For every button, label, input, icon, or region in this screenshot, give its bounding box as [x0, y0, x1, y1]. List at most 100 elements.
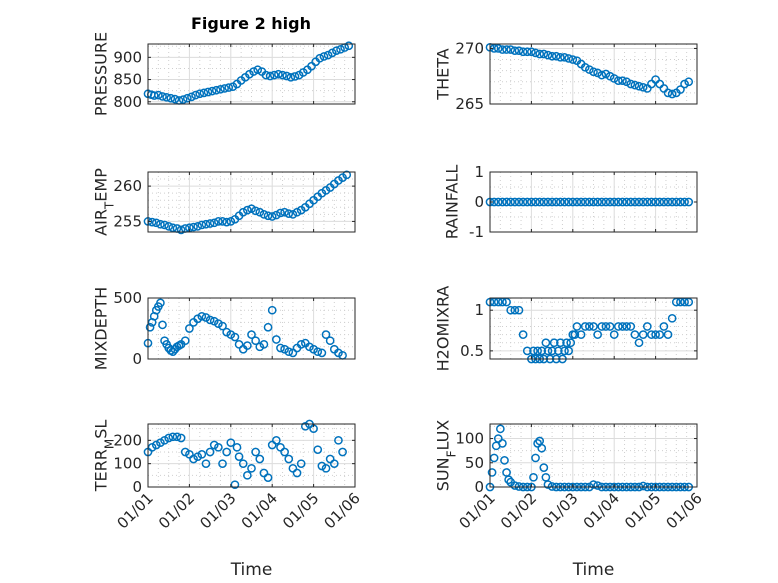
data-point — [243, 470, 252, 480]
data-point — [230, 480, 240, 490]
data-point — [207, 86, 217, 96]
data-point — [684, 77, 694, 87]
data-point — [498, 439, 507, 448]
data-point — [216, 84, 225, 94]
y-axis-label: PRESSURE — [91, 32, 110, 116]
data-point — [551, 51, 561, 61]
data-point — [205, 447, 215, 457]
data-point — [667, 313, 677, 323]
data-point — [158, 92, 167, 101]
data-point — [514, 197, 524, 207]
data-point — [147, 217, 157, 227]
data-point — [286, 72, 296, 82]
data-point — [498, 197, 507, 207]
data-point — [489, 453, 499, 463]
data-point — [576, 330, 586, 339]
data-point — [671, 197, 681, 207]
data-point — [197, 311, 207, 321]
data-point — [232, 442, 242, 452]
axes-box — [147, 171, 356, 233]
data-point — [263, 473, 273, 483]
data-point — [321, 463, 331, 473]
data-point — [572, 197, 582, 207]
data-point — [510, 481, 520, 490]
y-tick-label: 0 — [474, 193, 484, 211]
data-point — [572, 322, 582, 331]
data-point — [149, 91, 159, 100]
data-point — [564, 54, 574, 63]
data-point — [290, 72, 300, 81]
data-point — [164, 222, 174, 231]
data-point — [201, 219, 211, 229]
data-point — [570, 330, 580, 339]
data-point — [504, 475, 513, 485]
data-point — [564, 346, 574, 356]
data-point — [498, 45, 507, 54]
data-point — [338, 447, 347, 457]
data-point — [537, 443, 547, 453]
data-point — [560, 197, 569, 207]
y-tick-label: 100 — [113, 455, 142, 473]
data-point — [585, 65, 594, 74]
axes-background — [490, 424, 697, 487]
data-point — [609, 197, 619, 207]
data-point — [518, 47, 528, 57]
data-point — [323, 50, 333, 60]
data-point — [638, 82, 648, 92]
data-point — [493, 197, 503, 207]
data-point — [514, 46, 524, 56]
data-point — [626, 79, 636, 89]
data-point — [605, 197, 615, 207]
data-point — [500, 455, 509, 465]
data-point — [220, 84, 229, 93]
y-axis-label: TERRMSL — [91, 420, 116, 493]
y-tick-label: 1 — [474, 301, 484, 319]
data-point — [647, 197, 656, 207]
data-point — [218, 217, 227, 226]
data-point — [170, 94, 180, 104]
data-point — [630, 330, 640, 339]
data-point — [332, 46, 341, 56]
y-axis-label: AIRTEMP — [91, 168, 116, 236]
data-point — [205, 219, 215, 228]
data-point — [195, 89, 205, 99]
data-point — [193, 222, 203, 231]
data-point — [259, 210, 269, 219]
data-point — [566, 338, 576, 348]
data-point — [601, 69, 611, 79]
y-tick-label: 850 — [113, 71, 142, 89]
data-point — [539, 49, 549, 59]
data-point — [247, 463, 256, 473]
data-point — [680, 197, 689, 207]
data-point — [553, 346, 563, 356]
data-point — [560, 52, 569, 62]
data-point — [145, 322, 155, 332]
data-point — [247, 330, 256, 339]
data-point — [502, 45, 511, 54]
axes-box — [147, 43, 356, 105]
data-point — [622, 77, 631, 87]
data-point — [589, 197, 598, 207]
y-tick-label: 1 — [474, 163, 484, 181]
data-point — [667, 197, 677, 207]
data-point — [580, 197, 590, 207]
data-point — [676, 85, 685, 94]
data-point — [638, 481, 648, 491]
subplot-6: 0.5 1 H2OMIXRA — [433, 286, 698, 371]
data-point — [313, 445, 323, 455]
data-point — [585, 322, 594, 331]
y-tick-label: 265 — [455, 95, 484, 113]
data-point — [522, 346, 532, 356]
data-point — [531, 197, 540, 207]
data-point — [224, 83, 234, 92]
data-point — [342, 170, 352, 180]
data-point — [510, 197, 520, 207]
data-point — [209, 218, 219, 228]
data-point — [659, 322, 669, 331]
data-point — [222, 447, 232, 457]
data-point — [547, 197, 557, 207]
data-point — [543, 346, 553, 356]
